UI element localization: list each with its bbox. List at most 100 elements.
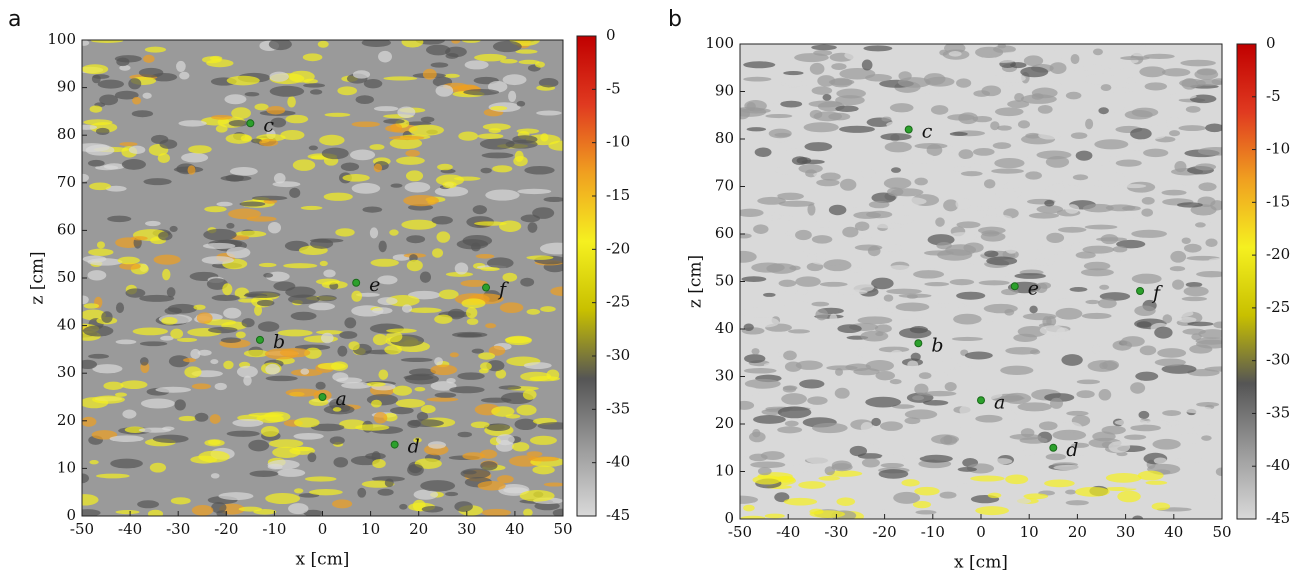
colorbar-tick-label: -5 <box>1266 87 1281 105</box>
x-tick-label: 10 <box>1020 523 1039 541</box>
point <box>246 119 255 128</box>
y-axis-label: z [cm] <box>28 251 48 304</box>
y-tick-label: 100 <box>47 30 76 48</box>
point-label: b <box>931 334 943 356</box>
y-tick-label: 10 <box>57 458 76 476</box>
colorbar-tick-label: -45 <box>1266 509 1290 527</box>
y-tick-label: 100 <box>705 34 734 52</box>
x-tick-label: 50 <box>1212 523 1231 541</box>
y-tick-label: 10 <box>715 462 734 480</box>
point-label: e <box>369 274 380 296</box>
colorbar-tick-label: -10 <box>1266 140 1290 158</box>
point <box>904 125 913 134</box>
colorbar-tick-label: -40 <box>1266 456 1290 474</box>
colorbar-tick-label: -35 <box>606 399 630 417</box>
point <box>977 396 985 405</box>
point-label: e <box>1028 277 1039 299</box>
point-label: f <box>497 279 509 301</box>
x-tick-label: 10 <box>361 520 380 538</box>
x-tick-label: -10 <box>262 520 286 538</box>
colorbar-tick-label: -25 <box>606 293 630 311</box>
y-tick-label: 50 <box>715 272 734 290</box>
colorbar-tick-label: 0 <box>1266 34 1276 52</box>
point-label: a <box>994 391 1005 413</box>
colorbar-tick-label: -30 <box>1266 351 1290 369</box>
colorbar <box>1236 43 1257 520</box>
colorbar-tick-label: -30 <box>606 346 630 364</box>
x-tick-label: -20 <box>873 523 897 541</box>
y-tick-label: 90 <box>715 82 734 100</box>
colorbar-tick-label: -25 <box>1266 298 1290 316</box>
heatmap-image <box>82 40 563 516</box>
y-tick-label: 50 <box>57 268 76 286</box>
colorbar-tick-label: -15 <box>1266 192 1290 210</box>
y-tick-label: 30 <box>715 367 734 385</box>
colorbar-tick-label: -20 <box>1266 245 1290 263</box>
colorbar-tick-label: -45 <box>606 506 630 524</box>
y-tick-label: 70 <box>715 177 734 195</box>
x-tick-label: 30 <box>457 520 476 538</box>
colorbar-tick-label: -20 <box>606 239 630 257</box>
colorbar-tick-label: 0 <box>606 26 616 44</box>
colorbar-tick-label: -15 <box>606 186 630 204</box>
colorbar-tick-label: -10 <box>606 133 630 151</box>
x-tick-label: 20 <box>409 520 428 538</box>
y-tick-label: 40 <box>715 319 734 337</box>
heatmap-image <box>740 44 1222 519</box>
point-label: b <box>273 331 285 353</box>
point-label: f <box>1151 282 1163 304</box>
x-tick-label: 30 <box>1116 523 1135 541</box>
colorbar <box>576 35 597 517</box>
x-axis-label: x [cm] <box>954 553 1008 573</box>
y-tick-label: 80 <box>57 125 76 143</box>
y-tick-label: 60 <box>57 220 76 238</box>
y-tick-label: 60 <box>715 224 734 242</box>
y-tick-label: 90 <box>57 78 76 96</box>
x-tick-label: -10 <box>921 523 945 541</box>
point-label: c <box>922 121 933 143</box>
panel: b-50 -40 -30 -20 -10 0 10 20 30 40 500102030405060… <box>668 7 1290 573</box>
y-tick-label: 0 <box>66 506 76 524</box>
point <box>390 440 399 449</box>
x-tick-label: -50 <box>70 520 94 538</box>
colorbar-tick-label: -35 <box>1266 403 1290 421</box>
x-tick-label: 0 <box>318 520 328 538</box>
point <box>318 393 327 401</box>
y-tick-label: 20 <box>715 414 734 432</box>
y-tick-label: 0 <box>724 509 734 527</box>
point <box>1136 287 1145 295</box>
x-tick-label: 40 <box>505 520 524 538</box>
x-tick-label: 20 <box>1068 523 1087 541</box>
point <box>482 283 491 292</box>
x-tick-label: -40 <box>776 523 800 541</box>
colorbar-tick-label: -5 <box>606 79 621 97</box>
point <box>1010 282 1019 291</box>
y-tick-label: 30 <box>57 363 76 381</box>
point <box>255 335 264 344</box>
colorbar-tick-label: -40 <box>606 453 630 471</box>
x-tick-label: -30 <box>166 520 190 538</box>
x-tick-label: 0 <box>976 523 986 541</box>
y-tick-label: 40 <box>57 316 76 334</box>
point <box>1049 443 1058 452</box>
point-label: c <box>263 114 274 136</box>
x-tick-label: -50 <box>728 523 752 541</box>
point-label: d <box>1066 439 1078 461</box>
point <box>352 278 361 287</box>
x-tick-label: 50 <box>553 520 572 538</box>
point-label: d <box>408 436 420 458</box>
y-tick-label: 20 <box>57 411 76 429</box>
x-tick-label: -30 <box>824 523 848 541</box>
point-label: a <box>336 388 347 410</box>
y-axis-label: z [cm] <box>686 255 706 308</box>
y-tick-label: 80 <box>715 129 734 147</box>
panel-label: a <box>8 7 21 32</box>
x-tick-label: -40 <box>118 520 142 538</box>
x-tick-label: 40 <box>1164 523 1183 541</box>
x-axis-label: x [cm] <box>296 550 350 570</box>
panel-label: b <box>668 7 682 32</box>
y-tick-label: 70 <box>57 173 76 191</box>
panel: a-50 -40 -30 -20 -10 0 10 20 30 40 500102030405060… <box>8 7 630 570</box>
point <box>914 339 923 348</box>
